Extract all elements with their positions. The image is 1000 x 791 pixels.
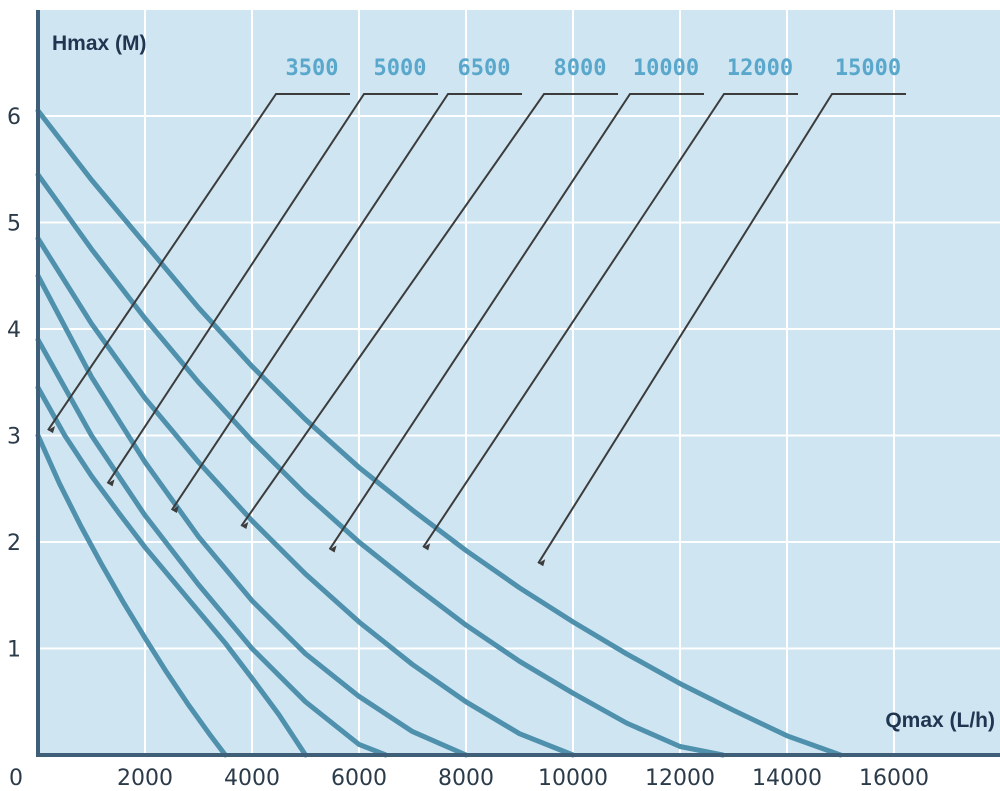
series-line-12000 — [35, 172, 726, 758]
y-tick-label: 1 — [7, 638, 21, 663]
x-tick-label: 2000 — [117, 766, 173, 791]
series-line-8000 — [35, 273, 469, 758]
leader-arrow-5000 — [107, 479, 115, 487]
leader-line-5000 — [106, 93, 438, 484]
x-tick-label: 0 — [9, 766, 23, 791]
leader-line-10000 — [328, 93, 704, 551]
leader-arrow-8000 — [241, 522, 249, 530]
series-label-6500: 6500 — [458, 56, 511, 81]
series-line-10000 — [35, 236, 576, 758]
series-label-5000: 5000 — [374, 56, 427, 81]
series-line-15000 — [35, 108, 843, 758]
leader-arrow-3500 — [48, 426, 55, 434]
leader-line-8000 — [240, 93, 618, 527]
x-tick-label: 4000 — [224, 766, 280, 791]
y-axis-title: Hmax (M) — [52, 32, 147, 55]
x-tick-label: 8000 — [438, 766, 494, 791]
y-tick-label: 4 — [7, 318, 21, 343]
x-tick-label: 10000 — [538, 766, 608, 791]
label-leader-lines — [47, 93, 906, 567]
grid-lines — [38, 10, 1000, 755]
x-tick-label: 6000 — [331, 766, 387, 791]
leader-line-3500 — [47, 93, 350, 431]
series-label-8000: 8000 — [554, 56, 607, 81]
y-tick-label: 3 — [7, 425, 21, 450]
leader-line-12000 — [422, 93, 798, 548]
x-tick-label: 12000 — [645, 766, 715, 791]
series-label-3500: 3500 — [286, 56, 339, 81]
leader-arrow-6500 — [171, 506, 179, 514]
series-line-5000 — [35, 385, 308, 758]
plot-background — [38, 10, 1000, 755]
y-tick-label: 2 — [7, 531, 21, 556]
series-labels: 3500 5000 6500 8000 10000 12000 15000 — [286, 56, 902, 81]
y-tick-label: 6 — [7, 105, 21, 130]
leader-arrow-12000 — [423, 543, 431, 551]
x-tick-label: 16000 — [859, 766, 929, 791]
leader-line-6500 — [170, 93, 522, 511]
leader-arrow-10000 — [329, 545, 337, 553]
y-tick-label: 5 — [7, 212, 21, 237]
tick-labels: 0 2000 4000 6000 8000 10000 12000 14000 16000 1 2 3… — [7, 105, 929, 791]
leader-line-15000 — [537, 93, 906, 564]
x-axis-title: Qmax (L/h) — [885, 709, 995, 732]
leader-arrow-15000 — [538, 559, 546, 567]
series-line-6500 — [35, 337, 389, 758]
pump-curves — [35, 108, 843, 758]
axes — [36, 10, 1000, 757]
series-label-12000: 12000 — [727, 56, 793, 81]
x-tick-label: 14000 — [752, 766, 822, 791]
series-label-10000: 10000 — [633, 56, 699, 81]
series-line-3500 — [35, 433, 228, 758]
series-label-15000: 15000 — [835, 56, 901, 81]
